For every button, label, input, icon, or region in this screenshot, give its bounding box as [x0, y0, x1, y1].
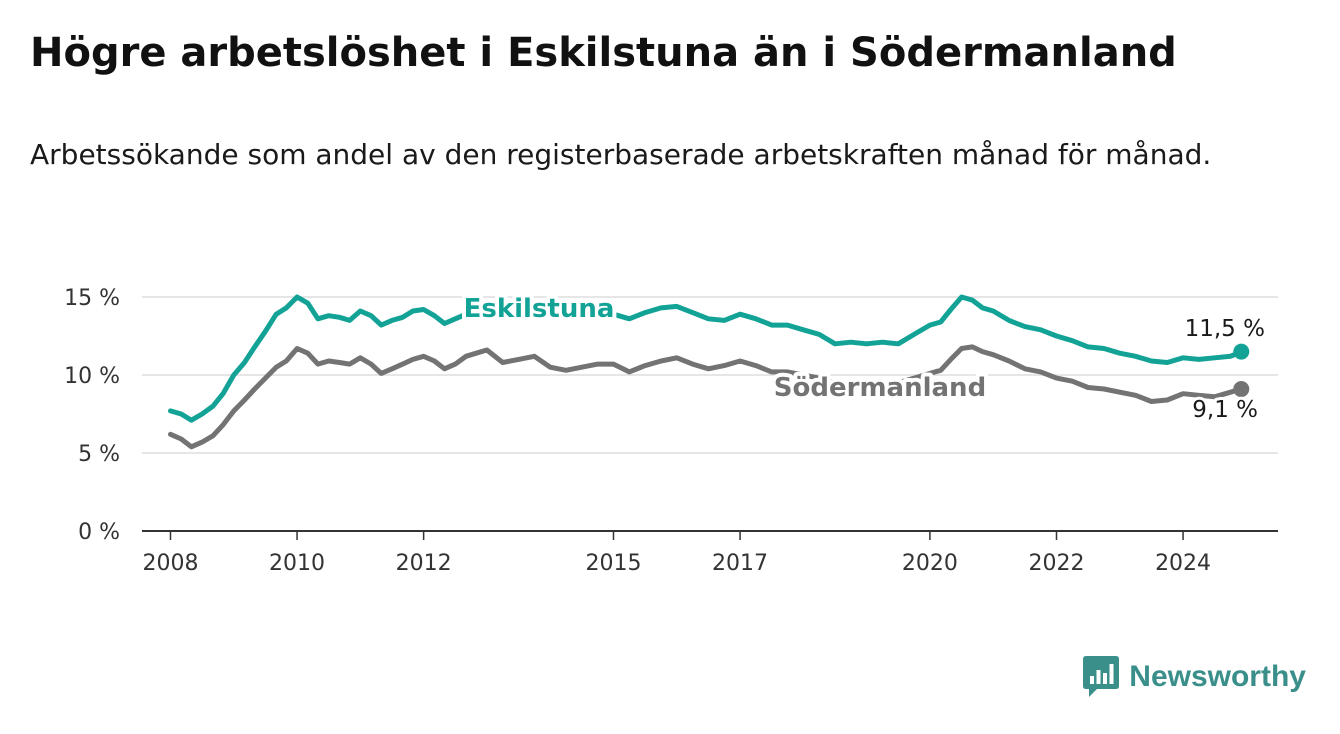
y-axis-ticks: 0 % 5 % 10 % 15 %	[64, 286, 120, 545]
series-end-point-sodermanland	[1233, 381, 1250, 398]
chart-title: Högre arbetslöshet i Eskilstuna än i Söd…	[30, 30, 1177, 76]
newsworthy-logo: Newsworthy	[1083, 656, 1306, 698]
x-tick-label: 2010	[269, 551, 325, 576]
series-label-sodermanland: Södermanland	[774, 373, 986, 403]
series-label-eskilstuna: Eskilstuna	[464, 294, 615, 324]
y-tick-label: 10 %	[64, 364, 120, 389]
x-tick-label: 2024	[1155, 551, 1211, 576]
newsworthy-logo-icon	[1083, 656, 1120, 697]
x-axis-ticks: 2008 2010 2012 2015 2017 2020 2022 2024	[142, 531, 1211, 576]
x-tick-label: 2022	[1028, 551, 1084, 576]
x-tick-label: 2015	[585, 551, 641, 576]
newsworthy-logo-text: Newsworthy	[1129, 660, 1306, 693]
series-end-label-sodermanland: 9,1 %	[1192, 397, 1258, 423]
series-line-eskilstuna	[168, 294, 1244, 423]
series-end-label-eskilstuna: 11,5 %	[1185, 316, 1265, 342]
y-tick-label: 5 %	[78, 442, 120, 467]
y-tick-label: 0 %	[78, 520, 120, 545]
x-tick-label: 2020	[902, 551, 958, 576]
series-lines	[168, 294, 1250, 450]
series-end-point-eskilstuna	[1233, 343, 1250, 360]
x-tick-label: 2012	[396, 551, 452, 576]
y-tick-label: 15 %	[64, 286, 120, 311]
series-labels: Eskilstuna 11,5 % Södermanland 9,1 %	[460, 290, 1268, 426]
series-line-sodermanland	[168, 344, 1244, 450]
chart-subtitle: Arbetssökande som andel av den registerb…	[30, 138, 1212, 171]
x-tick-label: 2008	[142, 551, 198, 576]
x-tick-label: 2017	[712, 551, 768, 576]
grid-lines	[142, 296, 1278, 532]
